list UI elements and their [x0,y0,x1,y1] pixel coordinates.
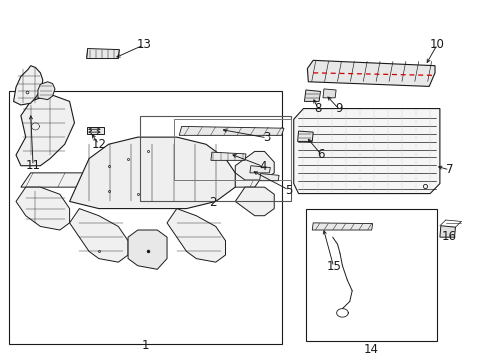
Text: 16: 16 [442,230,457,243]
Polygon shape [179,126,284,135]
Text: 11: 11 [25,159,41,172]
Polygon shape [304,90,320,102]
Bar [140,116,291,202]
Polygon shape [128,230,167,269]
Polygon shape [260,174,279,181]
Text: 9: 9 [335,102,343,115]
Polygon shape [167,208,225,262]
Polygon shape [440,226,456,237]
Bar [9,91,282,344]
Text: 8: 8 [315,102,322,115]
Polygon shape [14,66,43,105]
Bar [306,208,438,341]
Polygon shape [211,152,246,160]
Text: 3: 3 [263,131,270,144]
Text: 2: 2 [210,196,217,209]
Text: 4: 4 [259,160,267,173]
Text: 15: 15 [326,260,341,273]
Polygon shape [323,89,336,98]
Text: 14: 14 [363,343,378,356]
Bar [174,119,291,180]
Polygon shape [250,166,270,173]
Polygon shape [312,223,373,230]
Polygon shape [70,137,235,208]
Text: 1: 1 [142,339,149,352]
Text: 12: 12 [91,138,106,151]
Polygon shape [21,173,265,187]
Polygon shape [87,49,119,59]
Polygon shape [16,94,74,166]
Text: 5: 5 [285,184,293,197]
Polygon shape [235,187,274,216]
Polygon shape [297,131,313,141]
Polygon shape [87,127,104,134]
Text: 13: 13 [136,39,151,51]
Polygon shape [294,109,440,194]
Polygon shape [70,208,128,262]
Text: 6: 6 [317,148,325,161]
Text: 10: 10 [430,38,445,51]
Polygon shape [16,187,70,230]
Polygon shape [235,152,274,180]
Polygon shape [38,82,55,100]
Text: 7: 7 [446,163,453,176]
Polygon shape [307,60,435,86]
